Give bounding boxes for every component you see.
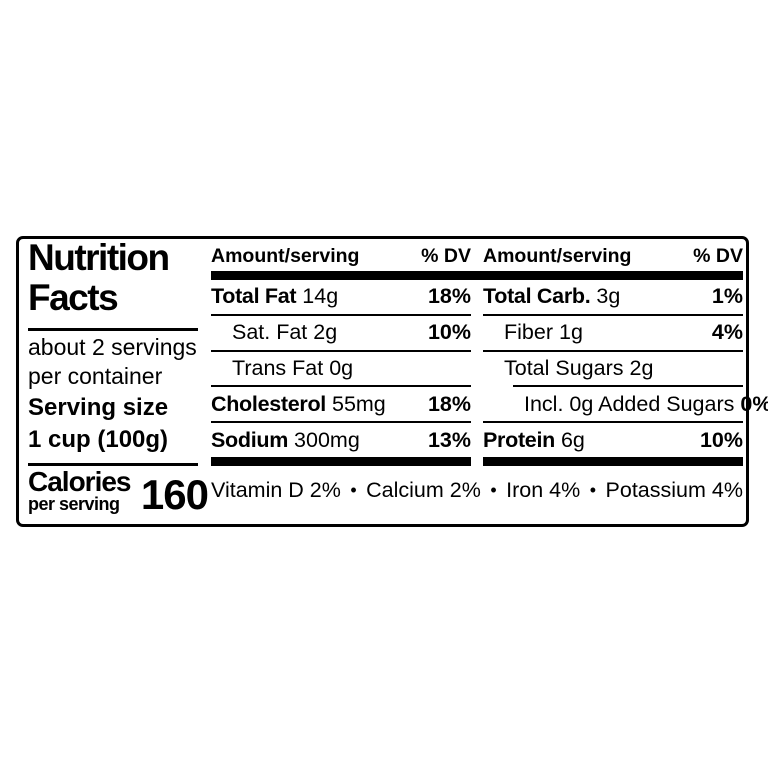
row-total-fat: Total Fat 14g 18% (211, 280, 471, 314)
row-divider (483, 313, 743, 316)
nutrition-facts-label: Nutrition Facts about 2 servings per con… (16, 236, 768, 527)
bullet-separator: • (350, 480, 357, 500)
mid-header-amount: Amount/serving (211, 244, 360, 267)
nutrient-amount: 2g (313, 320, 338, 345)
calories-labels: Calories per serving (28, 466, 131, 514)
nutrient-amount: 2g (629, 355, 654, 380)
nutrient-amount: 1g (558, 320, 583, 345)
mid-header-dv: % DV (421, 244, 471, 267)
row-divider (211, 313, 471, 316)
nutrient-name: Total Sugars (504, 355, 624, 380)
calories-block: Calories per serving 160 (28, 466, 209, 518)
bullet-separator: • (490, 480, 497, 500)
nutrient-amount: 0g (329, 355, 354, 380)
nutrient-amount: 6g (560, 427, 585, 452)
row-divider (211, 421, 471, 424)
label-title-line2: Facts (28, 277, 119, 318)
nutrient-dv: 0% (740, 391, 768, 416)
left-divider-top (28, 328, 198, 331)
micronutrients-row: Vitamin D 2% • Calcium 2% • Iron 4% • Po… (211, 478, 743, 502)
nutrient-name: Trans Fat (232, 355, 324, 380)
header-bar (211, 271, 743, 280)
left-divider-bottom (28, 463, 198, 466)
nutrient-name: Total Carb. (483, 284, 591, 309)
nutrient-name: Sodium (211, 427, 289, 452)
nutrient-amount: 14g (302, 284, 339, 309)
right-bottom-bar (483, 457, 743, 466)
micronutrient-iron: Iron 4% (506, 478, 581, 502)
nutrient-amount: 55mg (331, 391, 386, 416)
micronutrient-vitamin-d: Vitamin D 2% (211, 478, 341, 502)
nutrient-name: Total Fat (211, 284, 297, 309)
right-header-amount: Amount/serving (483, 244, 632, 267)
row-divider-indented (513, 385, 743, 388)
nutrient-amount: 3g (596, 284, 621, 309)
mid-column-rows: Total Fat 14g 18% Sat. Fat 2g 10% Trans Fa… (211, 280, 471, 457)
row-sat-fat: Sat. Fat 2g 10% (211, 316, 471, 350)
row-trans-fat: Trans Fat 0g (211, 352, 471, 386)
nutrient-name: Fiber (504, 320, 553, 345)
nutrient-dv: 18% (427, 391, 471, 416)
label-title: Nutrition Facts (28, 237, 170, 318)
micronutrient-potassium: Potassium 4% (605, 478, 743, 502)
bullet-separator: • (589, 480, 597, 500)
calories-label: Calories (28, 466, 131, 497)
right-column-rows: Total Carb. 3g 1% Fiber 1g 4% Total Sugars… (483, 280, 768, 457)
row-divider (211, 385, 471, 388)
row-added-sugars: Incl. 0g Added Sugars 0% (483, 387, 768, 421)
row-cholesterol: Cholesterol 55mg 18% (211, 387, 471, 421)
servings-line2: per container (28, 362, 163, 389)
nutrient-name: Protein (483, 427, 555, 452)
row-fiber: Fiber 1g 4% (483, 316, 743, 350)
serving-size-value: 1 cup (100g) (28, 426, 169, 453)
row-divider (211, 349, 471, 352)
row-sodium: Sodium 300mg 13% (211, 423, 471, 457)
servings-per-container: about 2 servings per container (28, 333, 197, 390)
row-total-carb: Total Carb. 3g 1% (483, 280, 743, 314)
nutrient-name: Incl. 0g Added Sugars (524, 391, 735, 416)
row-divider (483, 349, 743, 352)
servings-line1: about 2 servings (28, 334, 197, 360)
row-divider (483, 421, 743, 424)
nutrient-name: Cholesterol (211, 391, 326, 416)
nutrient-dv: 18% (427, 284, 471, 309)
nutrient-dv: 10% (427, 320, 471, 345)
right-column-header: Amount/serving % DV (483, 244, 743, 268)
serving-size-label: Serving size (28, 394, 169, 421)
row-protein: Protein 6g 10% (483, 423, 743, 457)
nutrient-name: Sat. Fat (232, 320, 308, 345)
nutrient-dv: 4% (711, 320, 743, 345)
label-title-line1: Nutrition (28, 237, 170, 278)
micronutrient-calcium: Calcium 2% (366, 478, 481, 502)
calories-sublabel: per serving (28, 494, 120, 514)
calories-value: 160 (140, 471, 209, 518)
nutrient-dv: 1% (711, 284, 743, 309)
mid-bottom-bar (211, 457, 471, 466)
right-header-dv: % DV (693, 244, 743, 267)
nutrient-amount: 300mg (294, 427, 360, 452)
mid-column-header: Amount/serving % DV (211, 244, 471, 268)
nutrient-dv: 13% (427, 427, 471, 452)
nutrient-dv: 10% (699, 427, 743, 452)
row-total-sugars: Total Sugars 2g (483, 352, 743, 386)
